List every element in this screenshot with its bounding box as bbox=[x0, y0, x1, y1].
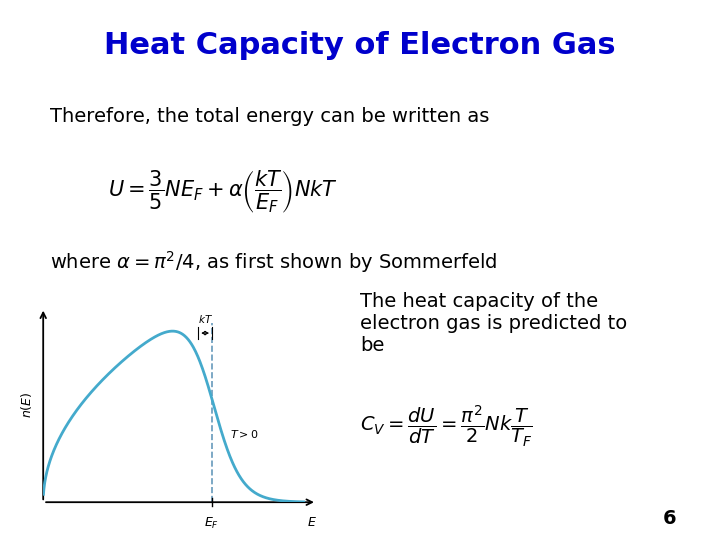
Text: $E$: $E$ bbox=[307, 516, 317, 529]
Text: $T>0$: $T>0$ bbox=[230, 428, 259, 440]
Text: 6: 6 bbox=[663, 509, 676, 528]
Text: $n(E)$: $n(E)$ bbox=[19, 392, 35, 418]
Text: The heat capacity of the
electron gas is predicted to
be: The heat capacity of the electron gas is… bbox=[360, 292, 627, 355]
Text: $E_F$: $E_F$ bbox=[204, 516, 220, 531]
Text: $U = \dfrac{3}{5}NE_F + \alpha\left(\dfrac{kT}{E_F}\right)NkT$: $U = \dfrac{3}{5}NE_F + \alpha\left(\dfr… bbox=[108, 168, 338, 215]
Text: Therefore, the total energy can be written as: Therefore, the total energy can be writt… bbox=[50, 106, 490, 126]
Text: Heat Capacity of Electron Gas: Heat Capacity of Electron Gas bbox=[104, 31, 616, 60]
Text: $kT$: $kT$ bbox=[197, 313, 212, 325]
Text: $C_V = \dfrac{dU}{dT} = \dfrac{\pi^2}{2}Nk\dfrac{T}{T_F}$: $C_V = \dfrac{dU}{dT} = \dfrac{\pi^2}{2}… bbox=[360, 404, 533, 449]
Text: where $\alpha = \pi^2/4$, as first shown by Sommerfeld: where $\alpha = \pi^2/4$, as first shown… bbox=[50, 249, 498, 275]
